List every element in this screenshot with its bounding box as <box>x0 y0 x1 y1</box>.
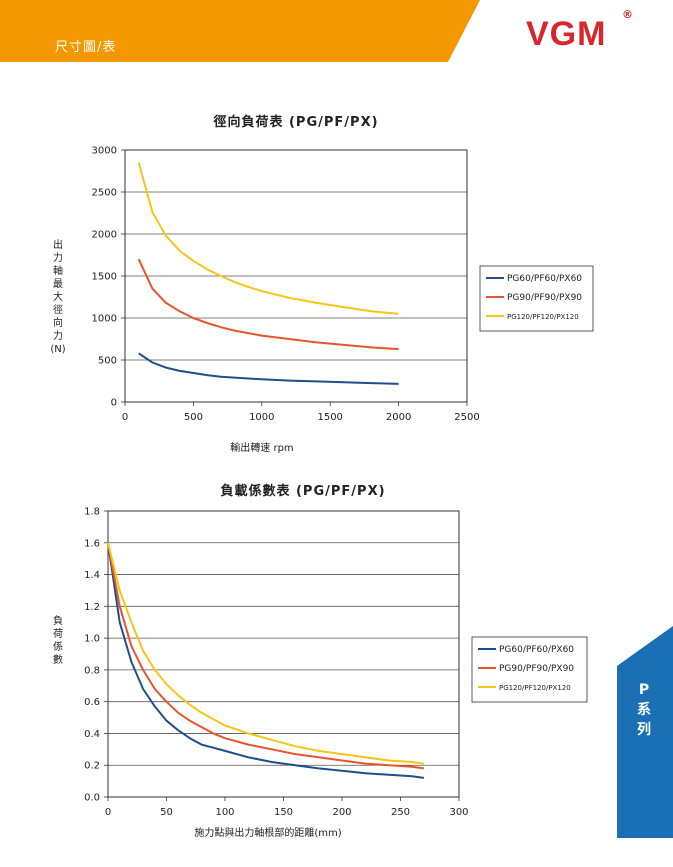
y-axis-label-char: 係 <box>53 641 63 653</box>
x-tick-label: 0 <box>122 412 128 423</box>
y-axis-label-char: 最 <box>53 278 63 290</box>
y-tick-label: 2000 <box>92 230 117 241</box>
x-tick-label: 250 <box>391 807 410 818</box>
x-tick-label: 100 <box>215 807 234 818</box>
series-line-1 <box>138 352 399 385</box>
header-band <box>0 0 480 62</box>
legend-label-2: PG90/PF90/PX90 <box>507 293 582 303</box>
y-tick-label: 0.4 <box>84 729 100 740</box>
y-axis-label-char: 荷 <box>53 628 63 640</box>
y-axis-label-char: 力 <box>53 251 63 264</box>
legend-box <box>471 636 588 703</box>
side-tab-shape <box>617 626 673 838</box>
x-tick-label: 50 <box>160 807 173 818</box>
y-tick-label: 0.2 <box>84 761 100 772</box>
side-tab-char: 系 <box>637 702 651 718</box>
y-tick-label: 0.6 <box>84 697 100 708</box>
plot-area <box>107 510 460 798</box>
x-tick-label: 300 <box>449 807 468 818</box>
y-tick-label: 1.0 <box>84 634 100 645</box>
x-tick-label: 2000 <box>386 412 411 423</box>
y-tick-label: 1.4 <box>84 570 100 581</box>
y-axis-label-char: 數 <box>53 653 63 666</box>
series-line-1 <box>107 542 425 779</box>
x-tick-label: 1000 <box>249 412 274 423</box>
y-tick-label: 500 <box>98 356 117 367</box>
legend-label-3: PG120/PF120/PX120 <box>507 313 579 321</box>
y-tick-label: 0.8 <box>84 665 100 676</box>
y-axis-label-char: 軸 <box>53 264 63 277</box>
y-axis-label-char: 大 <box>53 290 63 303</box>
x-tick-label: 0 <box>105 807 111 818</box>
header-title: 尺寸圖/表 <box>55 40 117 55</box>
header-orange-band <box>0 0 480 62</box>
y-axis-label-char: 力 <box>53 329 63 342</box>
y-tick-label: 1.8 <box>84 507 100 518</box>
vgm-logo: VGM ® <box>526 8 636 53</box>
legend-box <box>479 265 594 332</box>
plot-area <box>124 149 468 403</box>
y-tick-label: 1500 <box>92 272 117 283</box>
load-factor-chart: 負載係數表 (PG/PF/PX) 0.0 0.2 0.4 0.6 0.8 1.0 1.2 1.4… <box>53 483 588 839</box>
x-tick-label: 1500 <box>317 412 342 423</box>
chart-title: 負載係數表 (PG/PF/PX) <box>220 483 385 499</box>
logo-text: VGM <box>526 15 607 53</box>
legend-label-1: PG60/PF60/PX60 <box>507 274 582 284</box>
legend-label-1: PG60/PF60/PX60 <box>499 645 574 655</box>
chart-title: 徑向負荷表 (PG/PF/PX) <box>212 114 378 130</box>
series-line-2 <box>137 258 399 351</box>
y-tick-label: 1.6 <box>84 538 100 549</box>
x-axis-label: 施力點與出力軸根部的距離(mm) <box>194 826 341 839</box>
y-axis-label-char: 向 <box>53 316 63 329</box>
legend-label-2: PG90/PF90/PX90 <box>499 664 574 674</box>
y-axis-label-char: 負 <box>53 615 63 627</box>
x-tick-label: 200 <box>332 807 351 818</box>
y-tick-label: 0.0 <box>84 793 100 804</box>
registered-mark: ® <box>622 8 633 21</box>
side-tab-char: P <box>638 682 650 698</box>
x-tick-label: 150 <box>274 807 293 818</box>
y-tick-label: 1.2 <box>84 602 100 613</box>
y-tick-label: 0 <box>111 398 117 409</box>
y-tick-label: 1000 <box>92 314 117 325</box>
x-tick-label: 500 <box>184 412 203 423</box>
x-axis-label: 輸出轉速 rpm <box>230 441 293 454</box>
y-axis-label-char: (N) <box>50 344 65 355</box>
y-axis-label-char: 出 <box>53 238 63 251</box>
series-line-2 <box>107 542 425 770</box>
y-axis-label-char: 徑 <box>53 303 63 316</box>
x-tick-label: 2500 <box>454 412 479 423</box>
side-tab <box>617 626 673 838</box>
radial-load-chart: 徑向負荷表 (PG/PF/PX) 0 500 1000 1500 2000 2500 3000… <box>50 114 594 454</box>
legend-label-3: PG120/PF120/PX120 <box>499 684 571 692</box>
series-line-3 <box>137 162 399 315</box>
y-tick-label: 2500 <box>92 188 117 199</box>
side-tab-char: 列 <box>637 722 651 738</box>
series-line-3 <box>107 542 425 765</box>
y-tick-label: 3000 <box>92 146 117 157</box>
